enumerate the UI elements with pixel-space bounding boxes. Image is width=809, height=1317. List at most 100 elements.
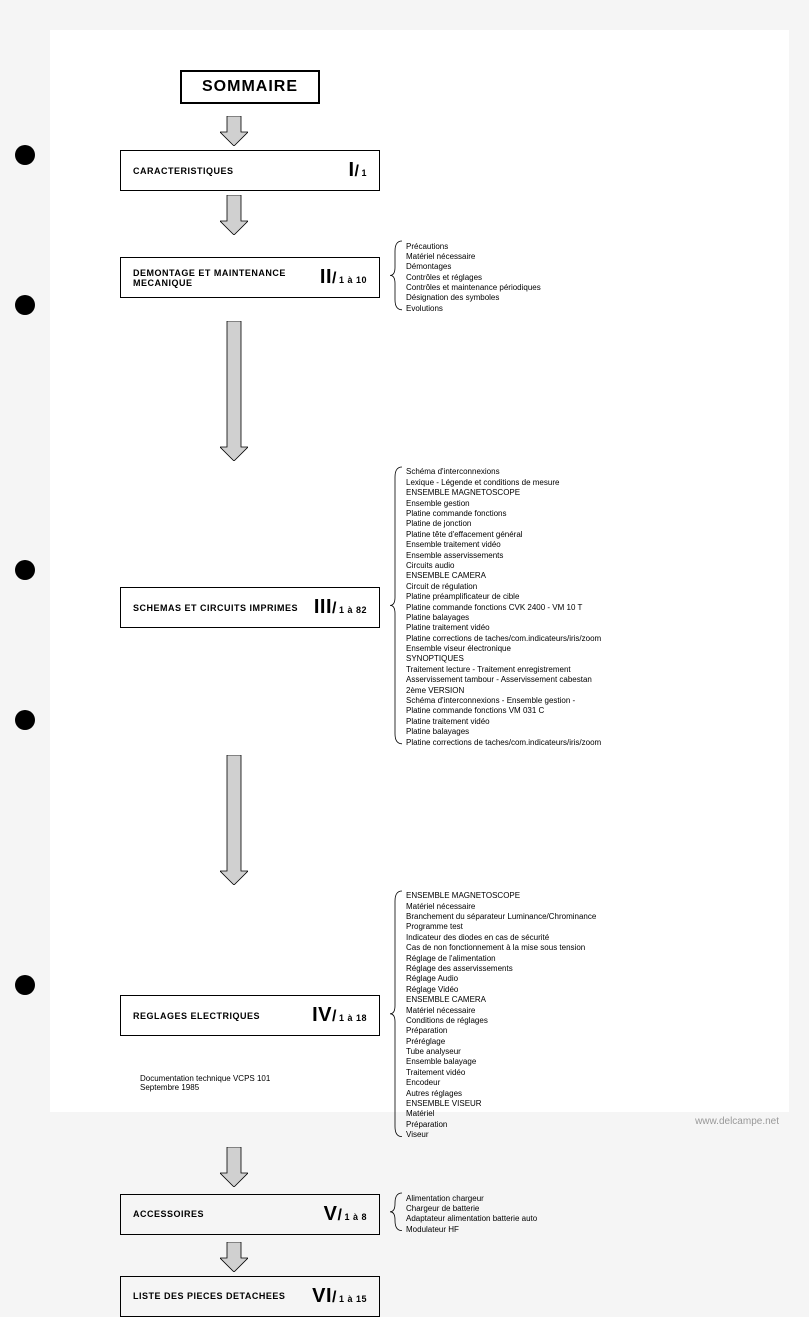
- list-item: Platine traitement vidéo: [406, 623, 601, 633]
- section-label: LISTE DES PIECES DETACHEES: [133, 1291, 312, 1301]
- list-item: ENSEMBLE MAGNETOSCOPE: [406, 891, 596, 901]
- list-item: ENSEMBLE MAGNETOSCOPE: [406, 488, 601, 498]
- list-item: Lexique - Légende et conditions de mesur…: [406, 478, 601, 488]
- section-number: V/1 à 8: [324, 1203, 367, 1226]
- list-item: Démontages: [406, 262, 541, 272]
- footer-line2: Septembre 1985: [140, 1083, 270, 1092]
- list-item: Précautions: [406, 242, 541, 252]
- list-item: Tube analyseur: [406, 1047, 596, 1057]
- list-item: Platine corrections de taches/com.indica…: [406, 738, 601, 748]
- list-item: Réglage des asservissements: [406, 964, 596, 974]
- section-row: CARACTERISTIQUESI/1: [120, 150, 601, 191]
- list-item: Ensemble viseur électronique: [406, 644, 601, 654]
- section-row: REGLAGES ELECTRIQUESIV/1 à 18 ENSEMBLE M…: [120, 889, 601, 1144]
- section-label: DEMONTAGE ET MAINTENANCE MECANIQUE: [133, 268, 320, 288]
- list-item: ENSEMBLE CAMERA: [406, 571, 601, 581]
- list-item: Chargeur de batterie: [406, 1204, 537, 1214]
- list-item: Ensemble asservissements: [406, 551, 601, 561]
- brace-items: Alimentation chargeurChargeur de batteri…: [390, 1191, 537, 1238]
- items-list: Alimentation chargeurChargeur de batteri…: [406, 1194, 537, 1236]
- footer-line1: Documentation technique VCPS 101: [140, 1074, 270, 1083]
- flow-arrow: [220, 1242, 601, 1272]
- list-item: Réglage Vidéo: [406, 985, 596, 995]
- list-item: Platine corrections de taches/com.indica…: [406, 634, 601, 644]
- flow-arrow: [220, 195, 601, 235]
- list-item: Ensemble gestion: [406, 499, 601, 509]
- section-number: IV/1 à 18: [312, 1004, 367, 1027]
- list-item: SYNOPTIQUES: [406, 654, 601, 664]
- list-item: Circuit de régulation: [406, 582, 601, 592]
- list-item: Evolutions: [406, 304, 541, 314]
- section-number: III/1 à 82: [314, 596, 367, 619]
- list-item: Modulateur HF: [406, 1225, 537, 1235]
- list-item: Platine balayages: [406, 727, 601, 737]
- list-item: Traitement vidéo: [406, 1068, 596, 1078]
- brace-items: ENSEMBLE MAGNETOSCOPEMatériel nécessaire…: [390, 889, 596, 1144]
- list-item: Cas de non fonctionnement à la mise sous…: [406, 943, 596, 953]
- title-text: SOMMAIRE: [202, 78, 298, 95]
- section-box-5: LISTE DES PIECES DETACHEESVI/1 à 15: [120, 1276, 380, 1317]
- list-item: Contrôles et réglages: [406, 273, 541, 283]
- list-item: Ensemble traitement vidéo: [406, 540, 601, 550]
- list-item: Traitement lecture - Traitement enregist…: [406, 665, 601, 675]
- list-item: Alimentation chargeur: [406, 1194, 537, 1204]
- section-number: VI/1 à 15: [312, 1285, 367, 1308]
- items-list: ENSEMBLE MAGNETOSCOPEMatériel nécessaire…: [406, 891, 596, 1140]
- items-list: Schéma d'interconnexionsLexique - Légend…: [406, 467, 601, 748]
- flow-arrow: [220, 755, 601, 885]
- list-item: Conditions de réglages: [406, 1016, 596, 1026]
- section-row: ACCESSOIRESV/1 à 8 Alimentation chargeur…: [120, 1191, 601, 1238]
- list-item: Platine commande fonctions CVK 2400 - VM…: [406, 603, 601, 613]
- list-item: Platine commande fonctions VM 031 C: [406, 706, 601, 716]
- list-item: Préparation: [406, 1026, 596, 1036]
- list-item: Branchement du séparateur Luminance/Chro…: [406, 912, 596, 922]
- brace-items: Schéma d'interconnexionsLexique - Légend…: [390, 465, 601, 751]
- section-box-0: CARACTERISTIQUESI/1: [120, 150, 380, 191]
- flow-arrow: [220, 116, 601, 146]
- list-item: ENSEMBLE VISEUR: [406, 1099, 596, 1109]
- list-item: 2ème VERSION: [406, 686, 601, 696]
- section-box-1: DEMONTAGE ET MAINTENANCE MECANIQUEII/1 à…: [120, 257, 380, 298]
- list-item: Matériel nécessaire: [406, 1006, 596, 1016]
- brace-items: PrécautionsMatériel nécessaireDémontages…: [390, 239, 541, 317]
- list-item: Désignation des symboles: [406, 293, 541, 303]
- list-item: Asservissement tambour - Asservissement …: [406, 675, 601, 685]
- watermark: www.delcampe.net: [695, 1116, 779, 1127]
- list-item: Indicateur des diodes en cas de sécurité: [406, 933, 596, 943]
- document-page: SOMMAIRE CARACTERISTIQUESI/1 DEMONTAGE E…: [50, 30, 789, 1112]
- brace-icon: [390, 465, 402, 751]
- list-item: Ensemble balayage: [406, 1057, 596, 1067]
- section-row: SCHEMAS ET CIRCUITS IMPRIMESIII/1 à 82 S…: [120, 465, 601, 751]
- section-label: CARACTERISTIQUES: [133, 166, 348, 176]
- list-item: Platine traitement vidéo: [406, 717, 601, 727]
- section-label: ACCESSOIRES: [133, 1209, 324, 1219]
- section-row: LISTE DES PIECES DETACHEESVI/1 à 15: [120, 1276, 601, 1317]
- section-number: II/1 à 10: [320, 266, 367, 289]
- title-box: SOMMAIRE: [180, 70, 320, 104]
- footer: Documentation technique VCPS 101 Septemb…: [140, 1074, 270, 1092]
- list-item: Préréglage: [406, 1037, 596, 1047]
- flow-arrow: [220, 321, 601, 461]
- list-item: Autres réglages: [406, 1089, 596, 1099]
- section-box-2: SCHEMAS ET CIRCUITS IMPRIMESIII/1 à 82: [120, 587, 380, 628]
- list-item: Platine préamplificateur de cible: [406, 592, 601, 602]
- section-label: REGLAGES ELECTRIQUES: [133, 1011, 312, 1021]
- brace-icon: [390, 1191, 402, 1238]
- list-item: Platine tête d'effacement général: [406, 530, 601, 540]
- items-list: PrécautionsMatériel nécessaireDémontages…: [406, 242, 541, 315]
- list-item: ENSEMBLE CAMERA: [406, 995, 596, 1005]
- list-item: Encodeur: [406, 1078, 596, 1088]
- section-label: SCHEMAS ET CIRCUITS IMPRIMES: [133, 603, 314, 613]
- flowchart: SOMMAIRE CARACTERISTIQUESI/1 DEMONTAGE E…: [120, 70, 759, 1317]
- list-item: Schéma d'interconnexions: [406, 467, 601, 477]
- list-item: Adaptateur alimentation batterie auto: [406, 1214, 537, 1224]
- section-row: DEMONTAGE ET MAINTENANCE MECANIQUEII/1 à…: [120, 239, 601, 317]
- list-item: Schéma d'interconnexions - Ensemble gest…: [406, 696, 601, 706]
- flow-arrow: [220, 1147, 601, 1187]
- list-item: Platine commande fonctions: [406, 509, 601, 519]
- list-item: Circuits audio: [406, 561, 601, 571]
- list-item: Matériel nécessaire: [406, 902, 596, 912]
- list-item: Contrôles et maintenance périodiques: [406, 283, 541, 293]
- section-box-4: ACCESSOIRESV/1 à 8: [120, 1194, 380, 1235]
- list-item: Préparation: [406, 1120, 596, 1130]
